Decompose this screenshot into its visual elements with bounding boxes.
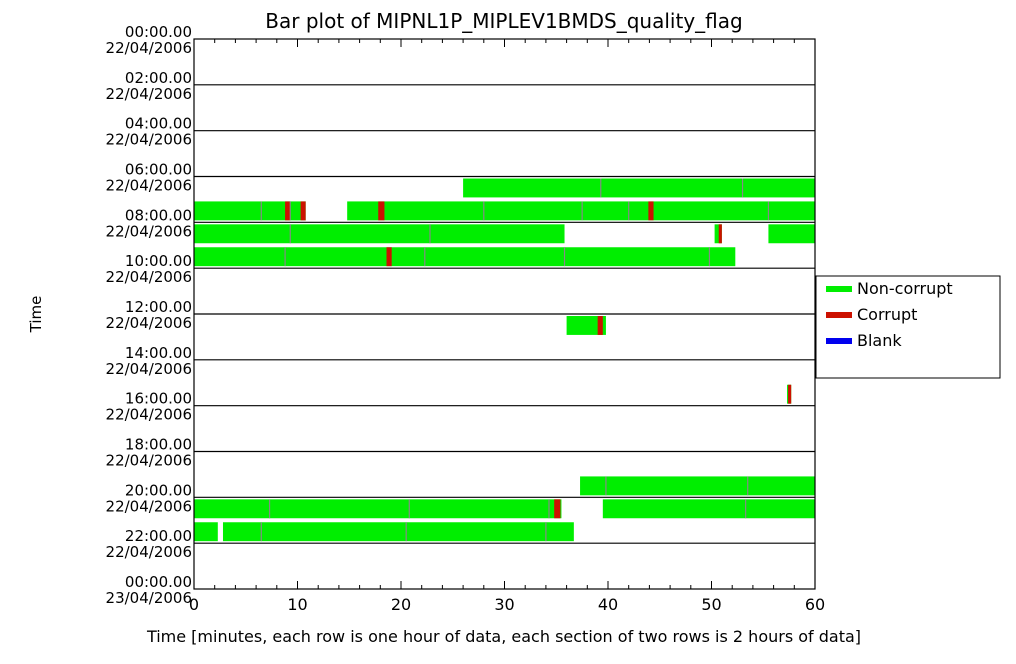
y-tick-label-time: 20:00.00	[125, 481, 192, 499]
x-tick-label: 40	[598, 595, 618, 614]
y-tick-label-date: 22/04/2006	[106, 85, 192, 103]
x-tick-label: 50	[701, 595, 721, 614]
row-hour-21	[194, 521, 574, 543]
non-corrupt-bar	[580, 476, 815, 496]
x-tick-label: 10	[287, 595, 307, 614]
non-corrupt-bar	[463, 178, 815, 198]
corrupt-bar	[718, 224, 722, 244]
y-tick-label-date: 22/04/2006	[106, 131, 192, 149]
y-axis-title: Time	[27, 296, 45, 334]
x-axis-title: Time [minutes, each row is one hour of d…	[146, 627, 861, 646]
y-tick-label-time: 06:00.00	[125, 161, 192, 179]
non-corrupt-bar	[714, 224, 722, 244]
y-tick-label-date: 22/04/2006	[106, 452, 192, 470]
y-tick-label-date: 22/04/2006	[106, 543, 192, 561]
y-tick-label-date: 22/04/2006	[106, 268, 192, 286]
non-corrupt-bar	[602, 499, 815, 519]
row-hour-15	[787, 384, 792, 404]
x-tick-label: 30	[494, 595, 514, 614]
y-tick-label-date: 23/04/2006	[106, 589, 192, 607]
y-tick-label-date: 22/04/2006	[106, 497, 192, 515]
legend-swatch	[826, 338, 852, 344]
tick-marks	[193, 39, 816, 589]
non-corrupt-bar	[194, 201, 815, 221]
row-hour-12	[566, 316, 606, 335]
corrupt-bar	[300, 201, 306, 221]
y-tick-label-date: 22/04/2006	[106, 222, 192, 240]
non-corrupt-bar	[768, 224, 815, 244]
x-tick-label: 0	[189, 595, 199, 614]
legend-swatch	[826, 286, 852, 292]
corrupt-bar	[788, 384, 792, 404]
legend-label: Corrupt	[857, 305, 917, 324]
y-tick-label-date: 22/04/2006	[106, 406, 192, 424]
row-hour-9	[194, 247, 736, 267]
row-hour-8	[194, 224, 815, 244]
corrupt-bar	[386, 247, 392, 267]
y-tick-label-time: 18:00.00	[125, 436, 192, 454]
row-hour-6	[463, 178, 815, 198]
bars-layer	[194, 178, 815, 543]
y-tick-label-time: 22:00.00	[125, 527, 192, 545]
legend-label: Blank	[857, 331, 902, 350]
non-corrupt-bar	[194, 247, 736, 267]
row-hour-19	[580, 476, 815, 496]
y-tick-label-time: 08:00.00	[125, 206, 192, 224]
y-tick-label-time: 16:00.00	[125, 390, 192, 408]
y-tick-label-time: 00:00.00	[125, 573, 192, 591]
non-corrupt-bar	[194, 224, 565, 244]
y-tick-label-time: 10:00.00	[125, 252, 192, 270]
corrupt-bar	[648, 201, 654, 221]
legend-box	[815, 275, 1001, 379]
y-tick-label-date: 22/04/2006	[106, 39, 192, 57]
row-hour-7	[194, 200, 815, 222]
gap-mark	[305, 200, 348, 222]
corrupt-bar	[285, 201, 291, 221]
gap-mark	[217, 521, 223, 543]
y-tick-label-date: 22/04/2006	[106, 360, 192, 378]
y-tick-label-time: 02:00.00	[125, 69, 192, 87]
non-corrupt-bar	[566, 316, 606, 335]
y-tick-label-time: 12:00.00	[125, 298, 192, 316]
legend-swatch	[826, 312, 852, 318]
corrupt-bar	[597, 316, 603, 335]
y-tick-labels: 00:00.0022/04/200602:00.0022/04/200604:0…	[106, 23, 192, 607]
non-corrupt-bar	[194, 522, 574, 542]
y-tick-label-time: 04:00.00	[125, 115, 192, 133]
x-tick-label: 20	[391, 595, 411, 614]
row-hour-20	[194, 499, 815, 519]
x-tick-labels: 0 10 20 30 40 50 60	[189, 595, 825, 614]
y-tick-label-time: 14:00.00	[125, 344, 192, 362]
section-lines	[194, 84, 815, 544]
legend: Non-corrupt Corrupt Blank	[815, 275, 1001, 379]
y-tick-label-date: 22/04/2006	[106, 177, 192, 195]
chart-title: Bar plot of MIPNL1P_MIPLEV1BMDS_quality_…	[265, 9, 742, 33]
corrupt-bar	[378, 201, 385, 221]
corrupt-bar	[554, 499, 561, 519]
non-corrupt-bar	[194, 499, 562, 519]
y-tick-label-time: 00:00.00	[125, 23, 192, 41]
y-tick-label-date: 22/04/2006	[106, 314, 192, 332]
x-tick-label: 60	[805, 595, 825, 614]
legend-label: Non-corrupt	[857, 279, 953, 298]
